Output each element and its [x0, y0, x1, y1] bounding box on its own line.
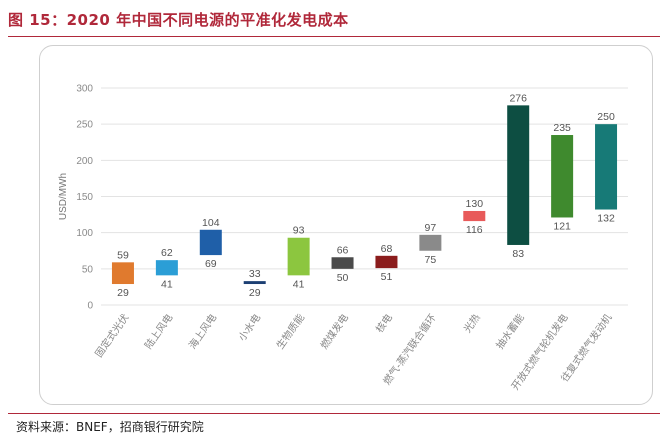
high-value-label: 97	[425, 222, 437, 234]
grid-lines	[101, 87, 628, 306]
range-bar	[507, 105, 530, 245]
range-bar	[375, 255, 398, 269]
low-value-label: 132	[597, 213, 615, 225]
y-tick-label: 300	[76, 84, 93, 95]
range-bar	[243, 281, 266, 285]
category-label: 海上风电	[186, 311, 220, 351]
low-value-label: 50	[337, 272, 349, 284]
category-label: 固定式光伏	[92, 311, 131, 359]
high-value-label: 104	[202, 217, 220, 229]
range-bar	[199, 229, 222, 256]
range-bar	[111, 262, 134, 285]
low-value-label: 121	[553, 220, 571, 232]
low-value-label: 83	[512, 248, 524, 260]
high-value-label: 66	[337, 244, 349, 256]
y-tick-label: 200	[76, 156, 93, 167]
high-value-label: 130	[466, 198, 484, 210]
category-label: 核电	[373, 311, 395, 335]
range-bar	[287, 237, 310, 276]
figure-title: 图 15：2020 年中国不同电源的平准化发电成本	[8, 11, 349, 29]
low-value-label: 116	[466, 224, 483, 236]
y-axis-title: USD/MWh	[58, 173, 69, 220]
chart-frame	[39, 45, 653, 405]
category-label: 燃煤发电	[317, 311, 351, 351]
high-value-label: 93	[293, 225, 305, 237]
category-label: 抽水蓄能	[493, 311, 527, 351]
high-value-label: 59	[117, 249, 129, 261]
low-value-label: 41	[293, 278, 305, 290]
category-label: 生物质能	[273, 311, 307, 351]
category-label: 陆上风电	[142, 311, 176, 351]
high-value-label: 62	[161, 247, 173, 259]
category-label: 小水电	[235, 311, 263, 343]
y-tick-label: 0	[87, 301, 93, 312]
high-value-label: 33	[249, 268, 261, 280]
low-value-label: 41	[161, 278, 173, 290]
low-value-label: 51	[381, 271, 393, 283]
high-value-label: 250	[597, 111, 615, 123]
range-bar	[595, 124, 618, 210]
category-label: 光热	[461, 311, 483, 335]
high-value-label: 235	[553, 122, 571, 134]
range-bar	[419, 234, 442, 251]
low-value-label: 75	[425, 254, 437, 266]
y-axis: 0 50 100 150 200 250 300 USD/MWh	[58, 84, 93, 312]
high-value-label: 276	[509, 92, 527, 104]
range-bar	[331, 257, 354, 269]
range-bar	[463, 210, 486, 222]
low-value-label: 69	[205, 258, 217, 270]
range-bar	[155, 260, 178, 276]
bars	[111, 105, 618, 285]
y-tick-label: 100	[76, 228, 93, 239]
y-tick-label: 150	[76, 192, 93, 203]
value-labels: 59 29 62 41 104 69 33 29 93 41 66 50 68 51 97 75 130 116 2…	[117, 92, 615, 299]
y-tick-label: 250	[76, 120, 93, 131]
y-tick-label: 50	[82, 264, 94, 275]
low-value-label: 29	[249, 287, 261, 299]
low-value-label: 29	[117, 287, 129, 299]
footer-divider	[8, 413, 660, 414]
range-bar	[551, 135, 574, 218]
high-value-label: 68	[381, 243, 393, 255]
source-note: 资料来源：BNEF，招商银行研究院	[16, 420, 204, 434]
title-divider	[8, 36, 660, 37]
